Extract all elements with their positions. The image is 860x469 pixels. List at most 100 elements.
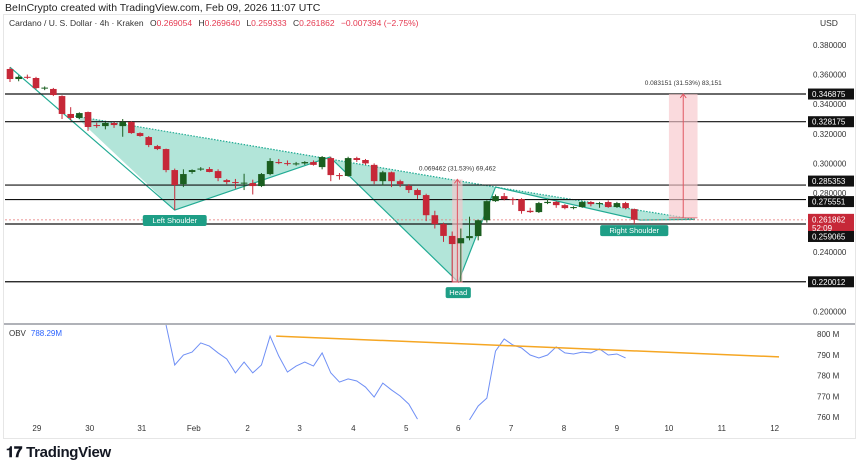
candle-body: [379, 172, 387, 182]
candle: [249, 179, 257, 195]
measure-label: 0.069462 (31.53%) 69,462: [419, 165, 496, 172]
candle: [622, 201, 629, 210]
candle-body: [448, 235, 456, 245]
obv-tick-label: 780 M: [817, 372, 840, 381]
candle: [396, 179, 404, 188]
time-tick-label: 12: [770, 424, 779, 433]
candle: [128, 121, 135, 134]
candle-body: [258, 174, 265, 187]
price-tick-label: 0.340000: [813, 100, 847, 109]
candle-body: [128, 121, 135, 134]
candle-body: [596, 203, 603, 205]
time-tick-label: 3: [297, 424, 302, 433]
candle: [162, 148, 170, 173]
candle: [613, 201, 621, 208]
logo-text: TradingView: [26, 444, 111, 461]
candle: [32, 76, 40, 90]
candle: [457, 228, 465, 282]
candle-body: [622, 203, 629, 209]
candle-body: [6, 68, 14, 80]
candle: [223, 178, 231, 185]
level-price-label: 0.285353: [812, 177, 846, 186]
candle-body: [240, 182, 248, 184]
pattern-label-box[interactable]: [445, 287, 471, 299]
high-value: 0.269640: [204, 18, 241, 28]
candle-body: [353, 158, 361, 160]
candle-body: [414, 190, 421, 196]
time-tick-label: 6: [456, 424, 461, 433]
obv-trendline[interactable]: [276, 335, 780, 358]
candle-body: [336, 175, 343, 177]
price-tick-label: 0.280000: [813, 189, 847, 198]
candle-body: [284, 163, 291, 165]
candle-body: [440, 224, 447, 236]
last-price-label: 0.261862: [812, 215, 846, 224]
price-tick-label: 0.320000: [813, 130, 847, 139]
candle: [180, 169, 187, 188]
candle: [240, 173, 248, 191]
time-axis[interactable]: 29 30 31 Feb 2 3 4 5 6 7 8 9 10 11 12: [32, 424, 779, 433]
candle-body: [67, 113, 74, 118]
candle-body: [145, 137, 153, 146]
obv-pane: 800 M 790 M 780 M 770 M 760 M: [165, 325, 840, 422]
candle: [145, 136, 153, 148]
candle: [388, 171, 395, 188]
candle: [93, 122, 100, 128]
candle: [474, 219, 482, 241]
candle: [110, 121, 118, 128]
high-label: H: [198, 18, 205, 28]
time-tick-label: 4: [351, 424, 356, 433]
time-tick-label: 31: [137, 424, 146, 433]
candle-body: [292, 163, 300, 165]
candle: [6, 67, 14, 82]
candle: [561, 204, 569, 210]
tradingview-logo[interactable]: 𝟏𝟕 TradingView: [6, 444, 111, 461]
candle-body: [110, 122, 118, 126]
candle: [344, 156, 352, 177]
pattern-labels: Left Shoulder Head Right Shoulder: [142, 215, 669, 299]
candle-body: [405, 185, 413, 191]
price-tick-label: 0.300000: [813, 159, 847, 168]
candle: [448, 231, 456, 283]
candle-body: [370, 164, 378, 182]
measure-tools: 0.069462 (31.53%) 69,462 0.083151 (31.53%…: [419, 80, 722, 283]
candle: [422, 193, 430, 222]
level-price-box: [808, 230, 854, 242]
candle: [76, 112, 83, 119]
candle: [431, 210, 439, 229]
pattern-label-box[interactable]: [600, 225, 669, 237]
candle: [500, 193, 508, 201]
change-value: −0.007394 (−2.75%): [340, 18, 419, 28]
candle-body: [266, 161, 274, 175]
candle: [596, 201, 603, 208]
price-tick-label: 0.380000: [813, 41, 847, 50]
candle: [136, 132, 144, 137]
candle: [232, 178, 239, 189]
time-tick-label: 8: [562, 424, 567, 433]
candle-body: [396, 181, 404, 185]
candle: [414, 188, 421, 199]
candle-body: [544, 201, 551, 204]
open-label: O: [150, 18, 157, 28]
candle-body: [613, 203, 621, 208]
candle: [578, 201, 586, 208]
candle-body: [431, 215, 439, 225]
pattern-label-box[interactable]: [142, 215, 207, 227]
candle-body: [561, 205, 569, 209]
time-tick-label: 29: [32, 424, 41, 433]
candle: [570, 206, 577, 210]
price-axis[interactable]: 0.380000 0.360000 0.340000 0.320000 0.300000…: [808, 41, 854, 316]
level-price-label: 0.275551: [812, 198, 846, 207]
candle: [284, 160, 291, 166]
candle-body: [119, 121, 127, 127]
last-price-box: [808, 213, 854, 234]
currency-label[interactable]: USD: [820, 18, 838, 28]
pattern-neckline-dotted[interactable]: [74, 115, 696, 220]
level-price-label: 0.259065: [812, 232, 846, 241]
obv-legend[interactable]: OBV 788.29M: [9, 329, 62, 338]
chart-credit: BeInCrypto created with TradingView.com,…: [5, 2, 321, 14]
candle-body: [388, 172, 395, 182]
candle-body: [162, 149, 170, 171]
price-tick-label: 0.200000: [813, 307, 847, 316]
